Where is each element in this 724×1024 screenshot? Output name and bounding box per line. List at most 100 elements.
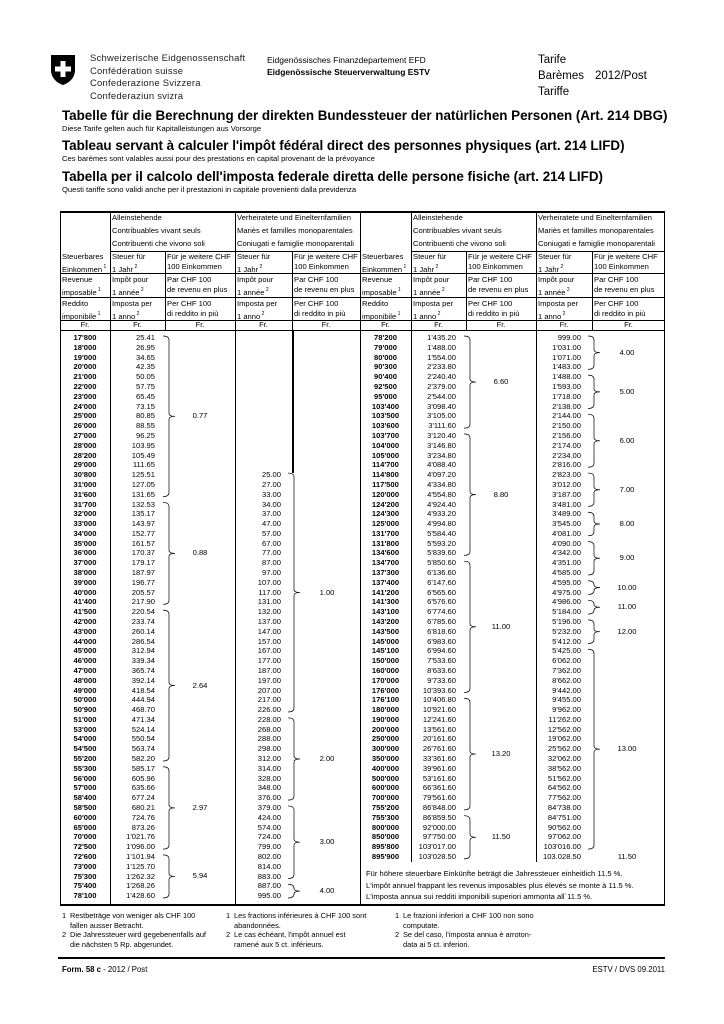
left-married-tax: 217.00 (257, 695, 281, 705)
left-taxable-income: 26'000 (73, 421, 97, 431)
right-married-rate: 7.00 (619, 484, 635, 494)
left-taxable-income: 55'200 (73, 754, 97, 764)
column-rule (235, 211, 236, 904)
right-married-rate-header: Par CHF 100 de revenu en plus (594, 275, 655, 294)
form-number: Form. 58 c - 2012 / Post (62, 965, 147, 974)
left-currency-label: Fr. (259, 320, 268, 329)
left-single-tax: 135.17 (131, 509, 155, 519)
right-taxable-income: 80'000 (374, 352, 397, 362)
right-married-tax: 1'488.00 (552, 372, 581, 382)
right-single-tax: 3'120.40 (427, 431, 456, 440)
left-taxable-income: 17'800 (73, 333, 97, 343)
right-taxable-income: 755'200 (371, 803, 400, 813)
right-currency-label: Fr. (496, 320, 506, 329)
left-married-tax: 107.00 (257, 577, 281, 587)
right-taxable-income: 143'100 (371, 607, 400, 617)
right-taxable-income: 800'000 (371, 822, 400, 832)
subtitle-fr: Ces barèmes sont valables aussi pour des… (62, 154, 375, 163)
left-group-single-header: Contribuenti che vivono soli (112, 239, 205, 248)
right-married-tax: 84'738.00 (547, 803, 581, 813)
left-single-tax: 605.96 (131, 773, 155, 783)
left-single-tax: 286.54 (131, 636, 155, 646)
footnote-1: 1 Les fractions inférieures à CHF 100 son… (226, 911, 367, 920)
left-single-tax: 563.74 (131, 744, 155, 754)
left-single-rate: 2.97 (192, 802, 208, 812)
logo-line: Confédération suisse (90, 65, 184, 77)
right-single-rate: 11.50 (491, 832, 511, 842)
right-married-brace (587, 580, 601, 595)
left-taxable-income: 78'100 (73, 891, 97, 901)
right-taxable-income: 145'000 (371, 636, 400, 646)
left-married-tax: 226.00 (257, 705, 281, 715)
right-married-tax-header: Imposta per 1 anno 2 (538, 299, 579, 321)
right-taxable-income: 176'100 (371, 695, 400, 705)
left-married-tax: 167.00 (257, 646, 281, 656)
right-taxable-income: 117'500 (372, 479, 399, 489)
right-married-brace (587, 374, 601, 409)
right-single-tax: 5'584.40 (427, 528, 456, 538)
right-single-tax: 39'961.60 (422, 763, 456, 773)
left-single-tax: 1'021.76 (126, 832, 155, 842)
right-taxable-income: 137'400 (371, 577, 400, 587)
right-married-tax: 6'062.00 (552, 656, 581, 666)
footer-divider (58, 957, 665, 959)
right-married-tax: 3'187.00 (552, 489, 581, 499)
right-single-tax: 6'983.60 (427, 636, 456, 646)
left-single-tax: 57.75 (135, 382, 155, 392)
left-single-tax: 127.05 (131, 479, 155, 489)
left-married-brace (287, 472, 301, 713)
doc-type-block: Tarife Barèmes 2012/Post Tariffe (538, 52, 647, 100)
right-married-tax: 4'081.00 (552, 528, 581, 538)
left-married-rate: 4.00 (319, 886, 335, 896)
right-married-tax: 2'823.00 (552, 470, 581, 480)
header-rule (60, 320, 360, 321)
right-taxable-income: 131'700 (371, 528, 400, 538)
left-single-tax: 161.57 (131, 538, 155, 548)
left-taxable-income: 53'000 (73, 724, 97, 734)
left-taxable-income: 32'000 (73, 509, 97, 519)
right-single-tax: 2'233.80 (427, 362, 456, 372)
left-single-brace (162, 502, 176, 605)
left-married-tax: 67.00 (261, 538, 281, 548)
right-single-tax: 4'924.40 (427, 499, 456, 509)
right-income-header: Steuerbares Einkommen 1 (362, 252, 407, 274)
left-married-tax: 77.00 (261, 548, 281, 558)
left-single-tax: 125.51 (131, 470, 155, 480)
header-rule (60, 273, 360, 274)
right-single-tax: 3'234.80 (427, 450, 456, 460)
left-taxable-income: 51'000 (73, 714, 97, 724)
left-married-tax: 87.00 (261, 558, 281, 568)
right-married-tax: 4'342.00 (552, 548, 581, 558)
right-married-rate: 12.00 (617, 626, 637, 636)
right-single-brace (463, 815, 477, 860)
right-taxable-income: 400'000 (371, 763, 400, 773)
right-single-rate: 6.60 (493, 377, 509, 387)
right-taxable-income: 150'000 (371, 656, 400, 666)
issuer: ESTV / DVS 09.2011 (592, 965, 665, 974)
subtitle-de: Diese Tarife gelten auch für Kapitalleis… (62, 124, 262, 133)
right-married-tax: 5'425.00 (552, 646, 581, 656)
form-label: Form. 58 c (62, 965, 101, 974)
left-single-tax: 635.66 (131, 783, 155, 793)
left-married-rate: 3.00 (319, 837, 335, 847)
left-single-tax: 1'101.94 (126, 851, 155, 861)
left-taxable-income: 72'600 (73, 851, 97, 861)
left-taxable-income: 44'000 (73, 636, 97, 646)
left-taxable-income: 36'000 (73, 548, 97, 558)
right-taxable-income: 92'500 (374, 382, 397, 392)
right-taxable-income: 114'800 (372, 470, 399, 480)
footnote-2: die nächsten 5 Rp. abgerundet. (70, 939, 174, 949)
left-single-rate-header: Par CHF 100 de revenu en plus (167, 275, 228, 294)
left-taxable-income: 57'000 (73, 783, 97, 793)
right-married-tax: 2'816.00 (552, 460, 581, 470)
left-single-tax: 88.55 (135, 421, 155, 431)
left-married-tax: 228.00 (257, 714, 281, 724)
left-group-married-header: Mariès et familles monoparentales (237, 226, 353, 235)
left-taxable-income: 21'000 (73, 372, 97, 382)
right-taxable-income: 143'200 (371, 617, 400, 626)
right-group-single-header: Contribuenti che vivono soli (413, 239, 506, 248)
right-married-tax: 32'062.00 (547, 754, 581, 764)
left-taxable-income: 31'000 (73, 479, 97, 489)
right-taxable-income: 103'600 (371, 421, 400, 431)
right-taxable-income: 350'000 (371, 754, 400, 764)
